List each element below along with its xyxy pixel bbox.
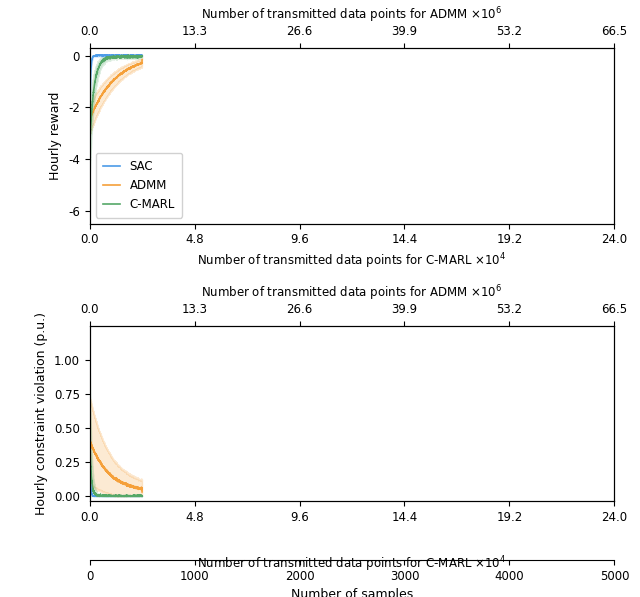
C-MARL [125,53,132,60]
SAC [120,52,127,59]
C-MARL [120,53,127,60]
SAC [129,52,136,59]
Y-axis label: Hourly constraint violation (p.u.): Hourly constraint violation (p.u.) [35,312,49,515]
SAC [138,52,146,59]
Y-axis label: Hourly reward: Hourly reward [49,91,63,180]
ADMM [106,81,113,88]
SAC [86,79,93,87]
SAC [106,52,113,59]
X-axis label: Number of transmitted data points for ADMM $\times 10^6$: Number of transmitted data points for AD… [202,5,502,25]
Line: ADMM: ADMM [90,60,142,120]
ADMM [129,63,136,70]
C-MARL [86,97,93,104]
X-axis label: Number of samples: Number of samples [291,588,413,597]
C-MARL [117,54,125,61]
Line: C-MARL: C-MARL [90,55,142,144]
ADMM [95,96,103,103]
C-MARL [86,140,93,147]
SAC [86,98,93,105]
SAC [95,51,103,59]
C-MARL [95,63,103,70]
Legend: SAC, ADMM, C-MARL: SAC, ADMM, C-MARL [95,153,182,218]
ADMM [125,65,132,72]
ADMM [120,68,127,75]
X-axis label: Number of transmitted data points for ADMM $\times 10^6$: Number of transmitted data points for AD… [202,284,502,303]
C-MARL [129,54,136,61]
SAC [95,51,103,59]
ADMM [138,56,146,63]
ADMM [86,84,93,91]
C-MARL [138,53,146,60]
ADMM [86,116,93,124]
Line: SAC: SAC [90,55,142,101]
ADMM [117,69,125,76]
X-axis label: Number of transmitted data points for C-MARL $\times 10^4$: Number of transmitted data points for C-… [197,555,507,574]
C-MARL [124,51,132,59]
SAC [117,52,125,59]
X-axis label: Number of transmitted data points for C-MARL $\times 10^4$: Number of transmitted data points for C-… [197,252,507,272]
SAC [125,52,132,59]
C-MARL [106,54,113,61]
